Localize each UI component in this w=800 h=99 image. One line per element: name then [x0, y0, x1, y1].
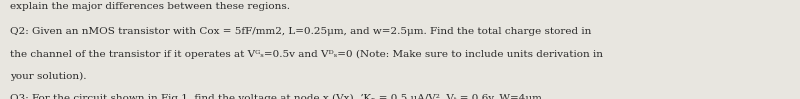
Text: Q2: Given an nMOS transistor with Cox = 5fF/mm2, L=0.25μm, and w=2.5μm. Find the: Q2: Given an nMOS transistor with Cox = … [10, 27, 591, 36]
Text: your solution).: your solution). [10, 72, 86, 81]
Text: Q3: For the circuit shown in Fig.1, find the voltage at node x (Vx), ʼKₙ = 0.5 μ: Q3: For the circuit shown in Fig.1, find… [10, 94, 542, 99]
Text: explain the major differences between these regions.: explain the major differences between th… [10, 2, 290, 11]
Text: the channel of the transistor if it operates at Vᴳₛ=0.5v and Vᴰₛ=0 (Note: Make s: the channel of the transistor if it oper… [10, 50, 602, 59]
